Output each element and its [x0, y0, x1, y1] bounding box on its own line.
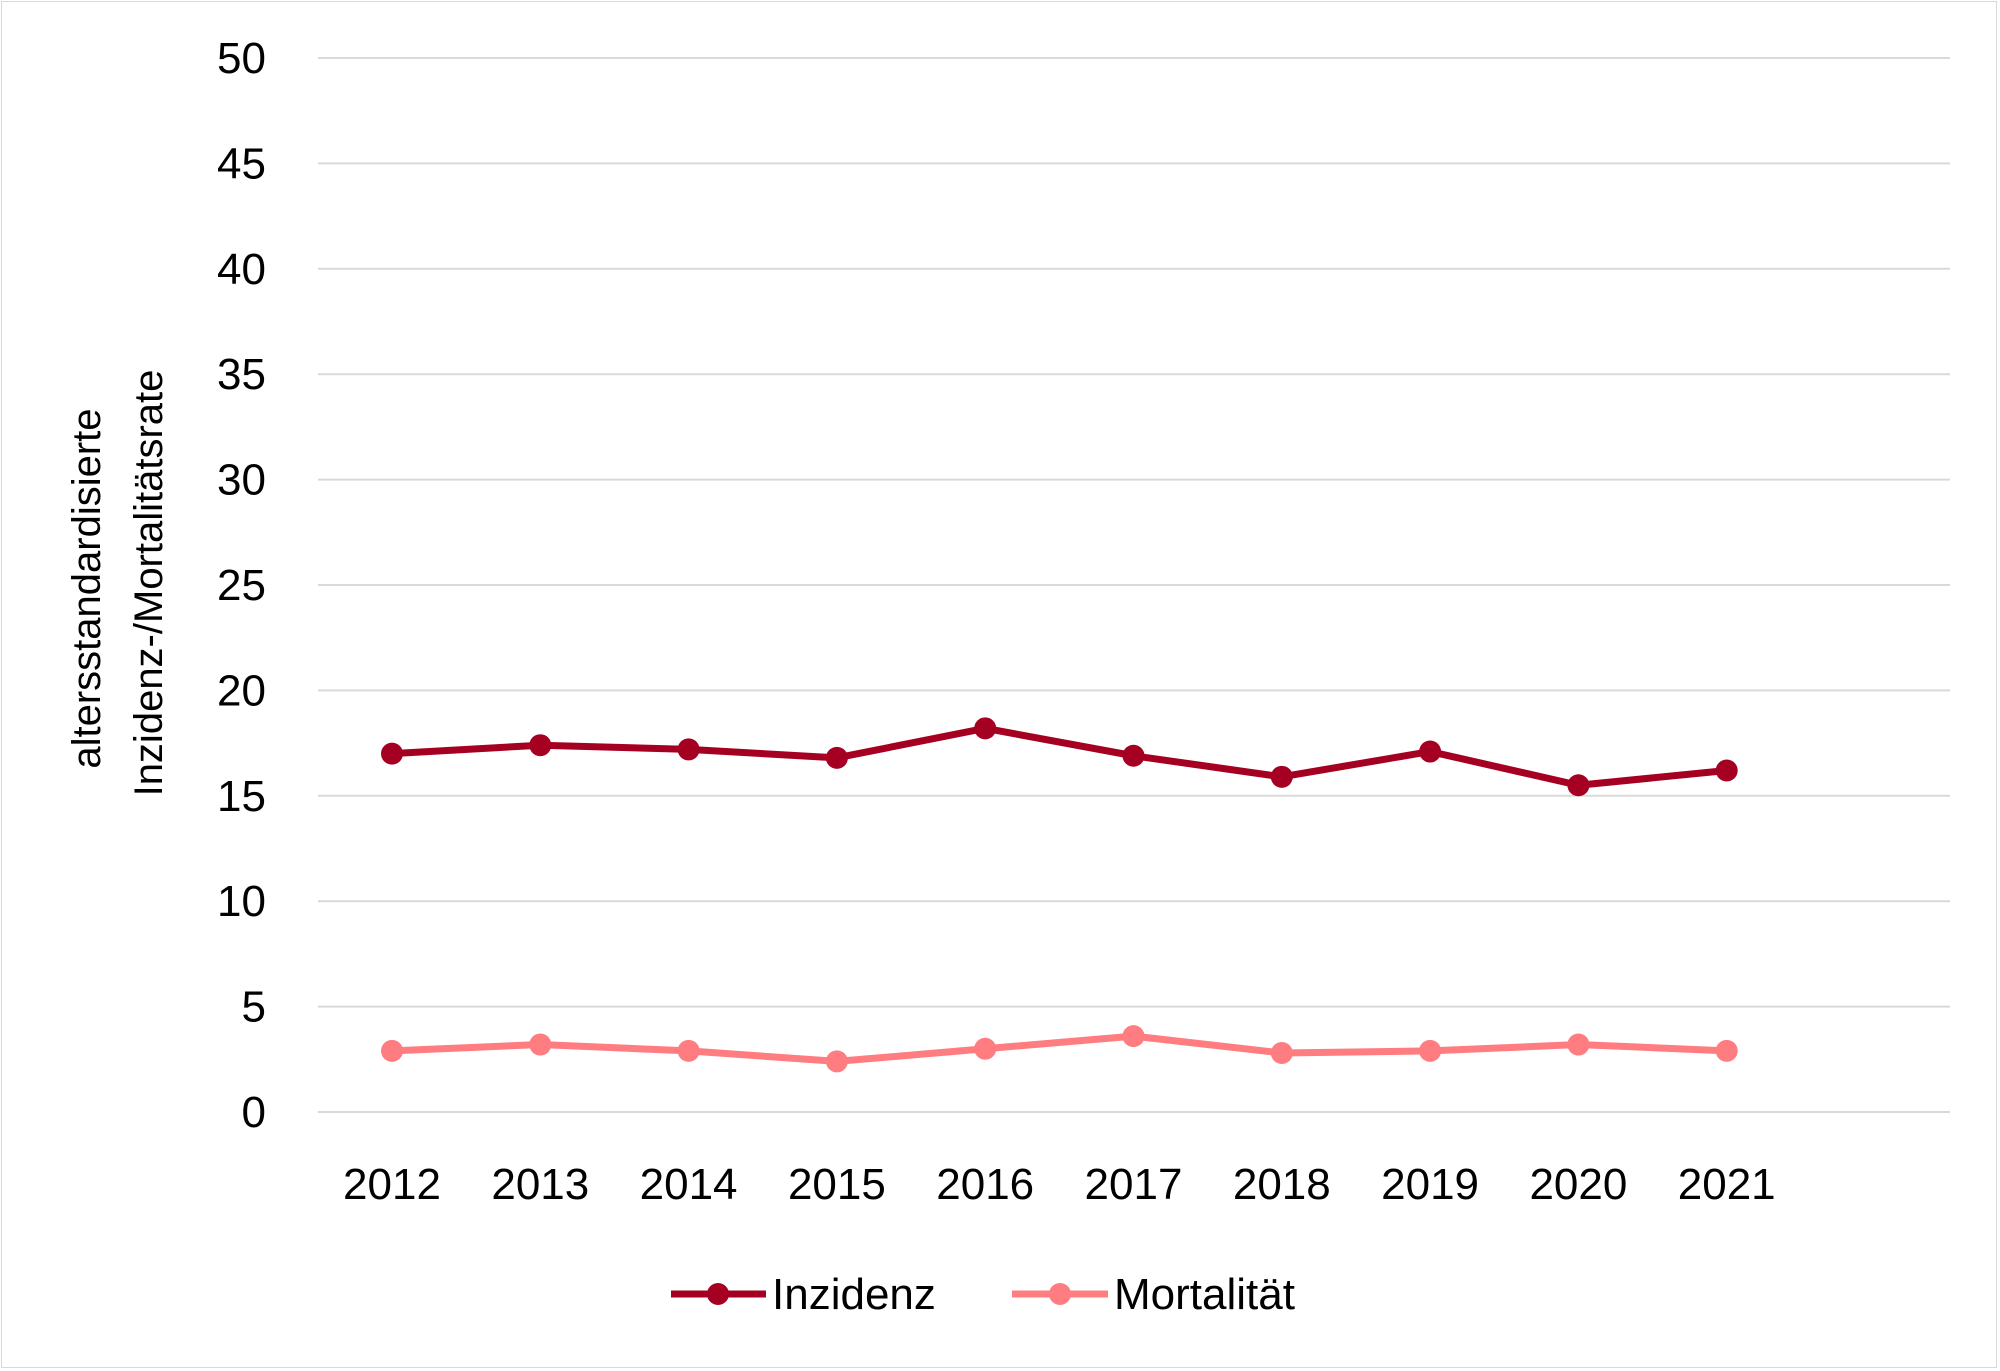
y-tick-label: 25: [217, 561, 266, 610]
series-group: [381, 717, 1738, 1073]
data-point-mortalit-t: [677, 1039, 700, 1062]
y-tick-label: 50: [217, 34, 266, 83]
data-point-mortalit-t: [1715, 1039, 1738, 1062]
data-point-inzidenz: [974, 717, 997, 740]
x-tick-label: 2017: [1085, 1160, 1183, 1209]
data-point-inzidenz: [825, 746, 848, 769]
y-tick-label: 20: [217, 666, 266, 715]
y-tick-label: 45: [217, 139, 266, 188]
x-tick-label: 2018: [1233, 1160, 1331, 1209]
data-point-inzidenz: [381, 742, 403, 765]
y-axis-label-line-2: Inzidenz-/Mortalitätsrate: [127, 370, 171, 797]
x-tick-label: 2015: [788, 1160, 886, 1209]
data-point-mortalit-t: [529, 1033, 552, 1056]
legend-item-inzidenz: Inzidenz: [671, 1270, 936, 1319]
data-point-inzidenz: [1419, 740, 1442, 763]
data-point-inzidenz: [1270, 765, 1293, 788]
legend-label: Mortalität: [1114, 1270, 1295, 1319]
legend-item-mortalit-t: Mortalität: [1012, 1270, 1295, 1319]
y-tick-label: 5: [242, 983, 266, 1032]
x-tick-label: 2016: [936, 1160, 1034, 1209]
grid-lines: [318, 57, 1950, 1113]
y-tick-label: 15: [217, 772, 266, 821]
x-tick-label: 2012: [343, 1160, 441, 1209]
x-tick-label: 2019: [1381, 1160, 1479, 1209]
y-tick-label: 35: [217, 350, 266, 399]
legend-label: Inzidenz: [772, 1270, 936, 1319]
data-point-mortalit-t: [974, 1037, 997, 1060]
legend: Inzidenz Mortalität: [671, 1270, 1295, 1319]
data-point-mortalit-t: [1270, 1041, 1293, 1064]
y-axis-ticks: 0 5 10 15 20 25 30 35 40 45 50: [217, 34, 266, 1137]
y-axis-label-line-1: altersstandardisierte: [65, 408, 109, 768]
data-point-inzidenz: [1122, 744, 1145, 767]
data-point-mortalit-t: [1567, 1033, 1590, 1056]
x-tick-label: 2021: [1678, 1160, 1776, 1209]
data-point-mortalit-t: [1419, 1039, 1442, 1062]
x-tick-label: 2014: [640, 1160, 738, 1209]
series-line-mortalit-t: [388, 1032, 1731, 1065]
x-axis-ticks: 2012 2013 2014 2015 2016 2017 2018 2019 2020 2021: [343, 1160, 1776, 1209]
x-tick-label: 2013: [491, 1160, 589, 1209]
y-tick-label: 40: [217, 245, 266, 294]
data-point-inzidenz: [1567, 774, 1590, 797]
data-point-mortalit-t: [825, 1050, 848, 1073]
data-point-inzidenz: [529, 734, 552, 757]
legend-swatch-marker: [1049, 1283, 1071, 1305]
y-tick-label: 0: [242, 1088, 266, 1137]
data-point-mortalit-t: [1122, 1025, 1145, 1048]
data-point-inzidenz: [1715, 759, 1738, 782]
x-tick-label: 2020: [1529, 1160, 1627, 1209]
legend-swatch-marker: [707, 1283, 729, 1305]
data-point-mortalit-t: [381, 1039, 403, 1062]
y-axis-label: altersstandardisierte Inzidenz-/Mortalit…: [65, 370, 171, 797]
data-point-inzidenz: [677, 738, 700, 761]
series-line-inzidenz: [388, 724, 1731, 789]
y-tick-label: 10: [217, 877, 266, 926]
y-tick-label: 30: [217, 456, 266, 505]
